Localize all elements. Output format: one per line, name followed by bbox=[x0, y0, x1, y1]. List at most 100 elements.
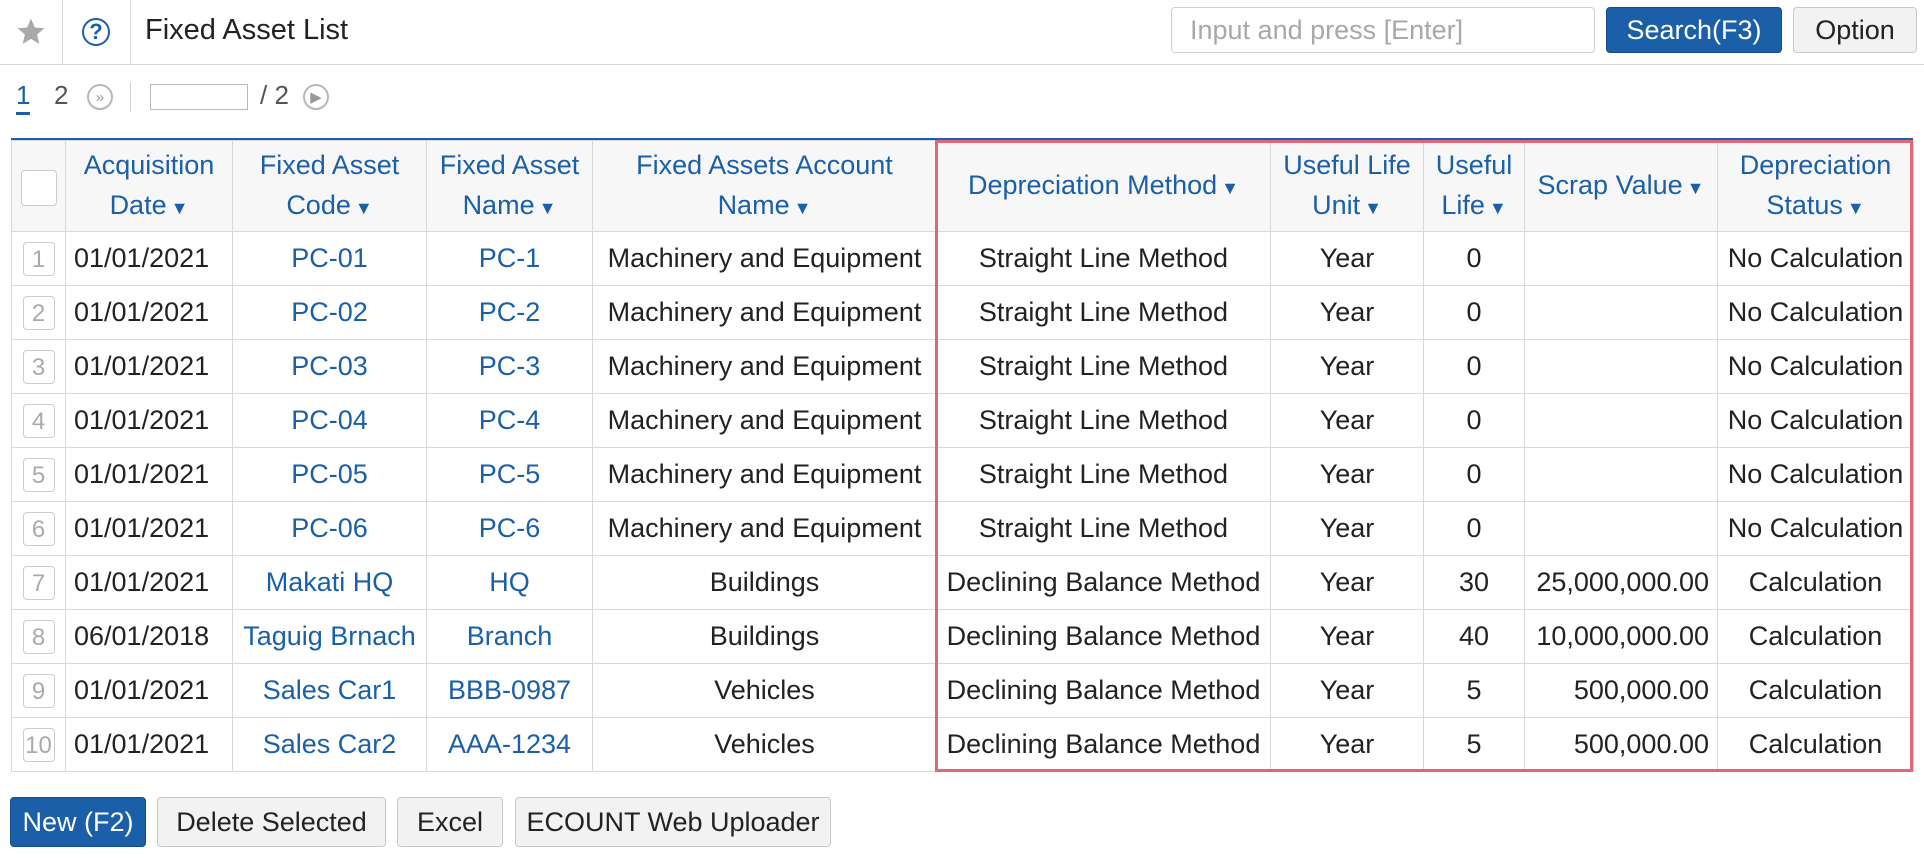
column-header[interactable]: Fixed Asset Code ▼ bbox=[232, 140, 427, 232]
row-scrap-value: 500,000.00 bbox=[1524, 717, 1718, 772]
row-asset-code-link[interactable]: PC-03 bbox=[232, 339, 427, 394]
row-acquisition-date: 01/01/2021 bbox=[65, 231, 233, 286]
row-useful-life-unit: Year bbox=[1270, 663, 1424, 718]
row-asset-name-link[interactable]: PC-1 bbox=[426, 231, 593, 286]
row-asset-code-link[interactable]: Taguig Brnach bbox=[232, 609, 427, 664]
column-header[interactable]: Fixed Asset Name ▼ bbox=[426, 140, 593, 232]
column-header-label: Fixed Assets Account Name bbox=[636, 149, 893, 220]
row-scrap-value bbox=[1524, 231, 1718, 286]
row-depreciation-method: Straight Line Method bbox=[936, 501, 1271, 556]
column-header[interactable]: Useful Life Unit ▼ bbox=[1270, 140, 1424, 232]
row-number-checkbox[interactable]: 1 bbox=[22, 241, 55, 276]
row-number-checkbox[interactable]: 2 bbox=[22, 295, 55, 330]
new-button[interactable]: New (F2) bbox=[10, 797, 146, 847]
table-row[interactable]: 5 01/01/2021 PC-05 PC-5 Machinery and Equipm… bbox=[11, 447, 1914, 502]
table-row[interactable]: 3 01/01/2021 PC-03 PC-3 Machinery and Equipm… bbox=[11, 339, 1914, 394]
sort-down-icon[interactable]: ▼ bbox=[1686, 177, 1705, 198]
row-scrap-value bbox=[1524, 393, 1718, 448]
sort-down-icon[interactable]: ▼ bbox=[1488, 197, 1507, 218]
row-depreciation-status: No Calculation bbox=[1717, 231, 1914, 286]
column-header[interactable]: Useful Life ▼ bbox=[1423, 140, 1525, 232]
column-header[interactable]: Fixed Assets Account Name ▼ bbox=[592, 140, 937, 232]
table-row[interactable]: 10 01/01/2021 Sales Car2 AAA-1234 Vehicles De… bbox=[11, 717, 1914, 772]
sort-down-icon[interactable]: ▼ bbox=[1364, 197, 1382, 218]
row-useful-life: 0 bbox=[1423, 339, 1525, 394]
row-useful-life: 5 bbox=[1423, 663, 1525, 718]
row-asset-code-link[interactable]: PC-02 bbox=[232, 285, 427, 340]
table-row[interactable]: 2 01/01/2021 PC-02 PC-2 Machinery and Equipm… bbox=[11, 285, 1914, 340]
row-asset-code-link[interactable]: Sales Car1 bbox=[232, 663, 427, 718]
row-number-checkbox[interactable]: 9 bbox=[22, 673, 55, 708]
row-number-checkbox[interactable]: 6 bbox=[22, 511, 55, 546]
row-asset-name-link[interactable]: HQ bbox=[426, 555, 593, 610]
row-number-checkbox[interactable]: 4 bbox=[22, 403, 55, 438]
delete-selected-button[interactable]: Delete Selected bbox=[157, 797, 386, 847]
column-header[interactable]: Acquisition Date ▼ bbox=[65, 140, 233, 232]
row-acquisition-date: 01/01/2021 bbox=[65, 339, 233, 394]
favorite-star-icon[interactable] bbox=[0, 0, 63, 64]
row-acquisition-date: 01/01/2021 bbox=[65, 555, 233, 610]
table-row[interactable]: 1 01/01/2021 PC-01 PC-1 Machinery and Equipm… bbox=[11, 231, 1914, 286]
row-depreciation-method: Straight Line Method bbox=[936, 447, 1271, 502]
sort-down-icon[interactable]: ▼ bbox=[793, 197, 812, 218]
table-row[interactable]: 9 01/01/2021 Sales Car1 BBB-0987 Vehicles Dec… bbox=[11, 663, 1914, 718]
row-scrap-value: 10,000,000.00 bbox=[1524, 609, 1718, 664]
row-useful-life: 0 bbox=[1423, 447, 1525, 502]
sort-down-icon[interactable]: ▼ bbox=[1846, 197, 1865, 218]
row-account-name: Vehicles bbox=[592, 717, 937, 772]
table-row[interactable]: 6 01/01/2021 PC-06 PC-6 Machinery and Equipm… bbox=[11, 501, 1914, 556]
row-asset-name-link[interactable]: Branch bbox=[426, 609, 593, 664]
help-icon[interactable]: ? bbox=[62, 0, 131, 64]
row-number-checkbox[interactable]: 10 bbox=[22, 727, 55, 762]
row-number-checkbox[interactable]: 8 bbox=[22, 619, 55, 654]
row-number-cell: 1 bbox=[11, 231, 66, 286]
page-2-link[interactable]: 2 bbox=[54, 80, 69, 110]
row-acquisition-date: 01/01/2021 bbox=[65, 285, 233, 340]
row-depreciation-status: Calculation bbox=[1717, 717, 1914, 772]
row-account-name: Machinery and Equipment bbox=[592, 447, 937, 502]
row-asset-code-link[interactable]: Sales Car2 bbox=[232, 717, 427, 772]
row-asset-code-link[interactable]: PC-06 bbox=[232, 501, 427, 556]
sort-down-icon[interactable]: ▼ bbox=[170, 197, 189, 218]
row-number-checkbox[interactable]: 5 bbox=[22, 457, 55, 492]
row-asset-name-link[interactable]: PC-2 bbox=[426, 285, 593, 340]
next-pages-icon[interactable]: » bbox=[87, 84, 113, 110]
sort-down-icon[interactable]: ▼ bbox=[1221, 177, 1239, 198]
row-useful-life: 0 bbox=[1423, 501, 1525, 556]
column-header[interactable]: Scrap Value ▼ bbox=[1524, 140, 1718, 232]
row-asset-name-link[interactable]: PC-6 bbox=[426, 501, 593, 556]
row-number-checkbox[interactable]: 3 bbox=[22, 349, 55, 384]
sort-down-icon[interactable]: ▼ bbox=[538, 197, 557, 218]
search-button[interactable]: Search(F3) bbox=[1606, 7, 1782, 53]
column-header[interactable]: Depreciation Status ▼ bbox=[1717, 140, 1914, 232]
table-row[interactable]: 7 01/01/2021 Makati HQ HQ Buildings Declining… bbox=[11, 555, 1914, 610]
table-row[interactable]: 4 01/01/2021 PC-04 PC-4 Machinery and Equipm… bbox=[11, 393, 1914, 448]
row-account-name: Buildings bbox=[592, 555, 937, 610]
sort-down-icon[interactable]: ▼ bbox=[354, 197, 373, 218]
row-asset-name-link[interactable]: BBB-0987 bbox=[426, 663, 593, 718]
row-asset-code-link[interactable]: PC-05 bbox=[232, 447, 427, 502]
column-header[interactable]: Depreciation Method ▼ bbox=[936, 140, 1271, 232]
row-asset-name-link[interactable]: AAA-1234 bbox=[426, 717, 593, 772]
row-depreciation-method: Declining Balance Method bbox=[936, 555, 1271, 610]
web-uploader-button[interactable]: ECOUNT Web Uploader bbox=[515, 797, 831, 847]
row-number-checkbox[interactable]: 7 bbox=[22, 565, 55, 600]
row-account-name: Buildings bbox=[592, 609, 937, 664]
select-all-checkbox[interactable] bbox=[20, 169, 57, 206]
search-input[interactable] bbox=[1171, 7, 1595, 53]
row-asset-code-link[interactable]: Makati HQ bbox=[232, 555, 427, 610]
page-1-link[interactable]: 1 bbox=[16, 80, 31, 115]
table-row[interactable]: 8 06/01/2018 Taguig Brnach Branch Buildings D… bbox=[11, 609, 1914, 664]
row-asset-name-link[interactable]: PC-3 bbox=[426, 339, 593, 394]
row-account-name: Vehicles bbox=[592, 663, 937, 718]
page-number-input[interactable] bbox=[150, 84, 248, 110]
column-header-label: Acquisition Date bbox=[83, 149, 215, 220]
option-button[interactable]: Option bbox=[1793, 7, 1917, 53]
row-acquisition-date: 01/01/2021 bbox=[65, 717, 233, 772]
row-asset-name-link[interactable]: PC-4 bbox=[426, 393, 593, 448]
excel-button[interactable]: Excel bbox=[397, 797, 503, 847]
row-asset-name-link[interactable]: PC-5 bbox=[426, 447, 593, 502]
row-asset-code-link[interactable]: PC-01 bbox=[232, 231, 427, 286]
go-page-icon[interactable]: ▶ bbox=[303, 84, 329, 110]
row-asset-code-link[interactable]: PC-04 bbox=[232, 393, 427, 448]
